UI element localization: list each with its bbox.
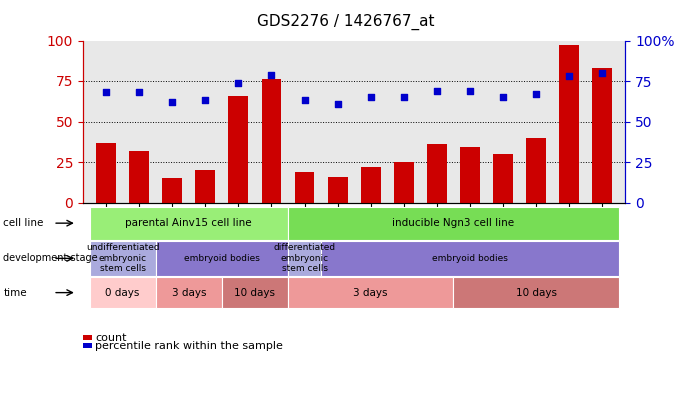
- Bar: [162, 178, 182, 202]
- Bar: [361, 167, 381, 202]
- Point: [266, 71, 277, 78]
- Bar: [394, 162, 414, 202]
- Bar: [294, 172, 314, 202]
- Text: cell line: cell line: [3, 218, 44, 228]
- Point: [167, 99, 178, 105]
- Point: [564, 73, 575, 79]
- Text: embryoid bodies: embryoid bodies: [432, 254, 508, 263]
- Point: [531, 91, 542, 97]
- Point: [431, 87, 442, 94]
- Bar: [96, 143, 116, 202]
- Bar: [261, 79, 281, 202]
- Bar: [559, 45, 579, 202]
- Text: 10 days: 10 days: [234, 288, 276, 298]
- Point: [498, 94, 509, 100]
- Point: [398, 94, 409, 100]
- Text: percentile rank within the sample: percentile rank within the sample: [95, 341, 283, 351]
- Bar: [592, 68, 612, 202]
- Point: [133, 89, 144, 96]
- Point: [464, 87, 475, 94]
- Bar: [229, 96, 248, 202]
- Point: [332, 100, 343, 107]
- Text: count: count: [95, 333, 127, 343]
- Point: [365, 94, 376, 100]
- Text: 3 days: 3 days: [353, 288, 388, 298]
- Bar: [196, 170, 215, 202]
- Bar: [427, 144, 447, 202]
- Bar: [526, 138, 546, 202]
- Text: inducible Ngn3 cell line: inducible Ngn3 cell line: [392, 218, 514, 228]
- Text: GDS2276 / 1426767_at: GDS2276 / 1426767_at: [257, 14, 434, 30]
- Bar: [328, 177, 348, 202]
- Point: [596, 70, 607, 76]
- Text: time: time: [3, 288, 27, 298]
- Text: differentiated
embryonic
stem cells: differentiated embryonic stem cells: [274, 243, 336, 273]
- Text: parental Ainv15 cell line: parental Ainv15 cell line: [126, 218, 252, 228]
- Text: 3 days: 3 days: [171, 288, 206, 298]
- Text: embryoid bodies: embryoid bodies: [184, 254, 260, 263]
- Text: undifferentiated
embryonic
stem cells: undifferentiated embryonic stem cells: [86, 243, 160, 273]
- Point: [233, 79, 244, 86]
- Point: [299, 97, 310, 104]
- Text: development stage: development stage: [3, 254, 98, 263]
- Bar: [493, 154, 513, 202]
- Point: [200, 97, 211, 104]
- Point: [101, 89, 112, 96]
- Bar: [460, 147, 480, 202]
- Bar: [129, 151, 149, 202]
- Text: 10 days: 10 days: [515, 288, 556, 298]
- Text: 0 days: 0 days: [106, 288, 140, 298]
